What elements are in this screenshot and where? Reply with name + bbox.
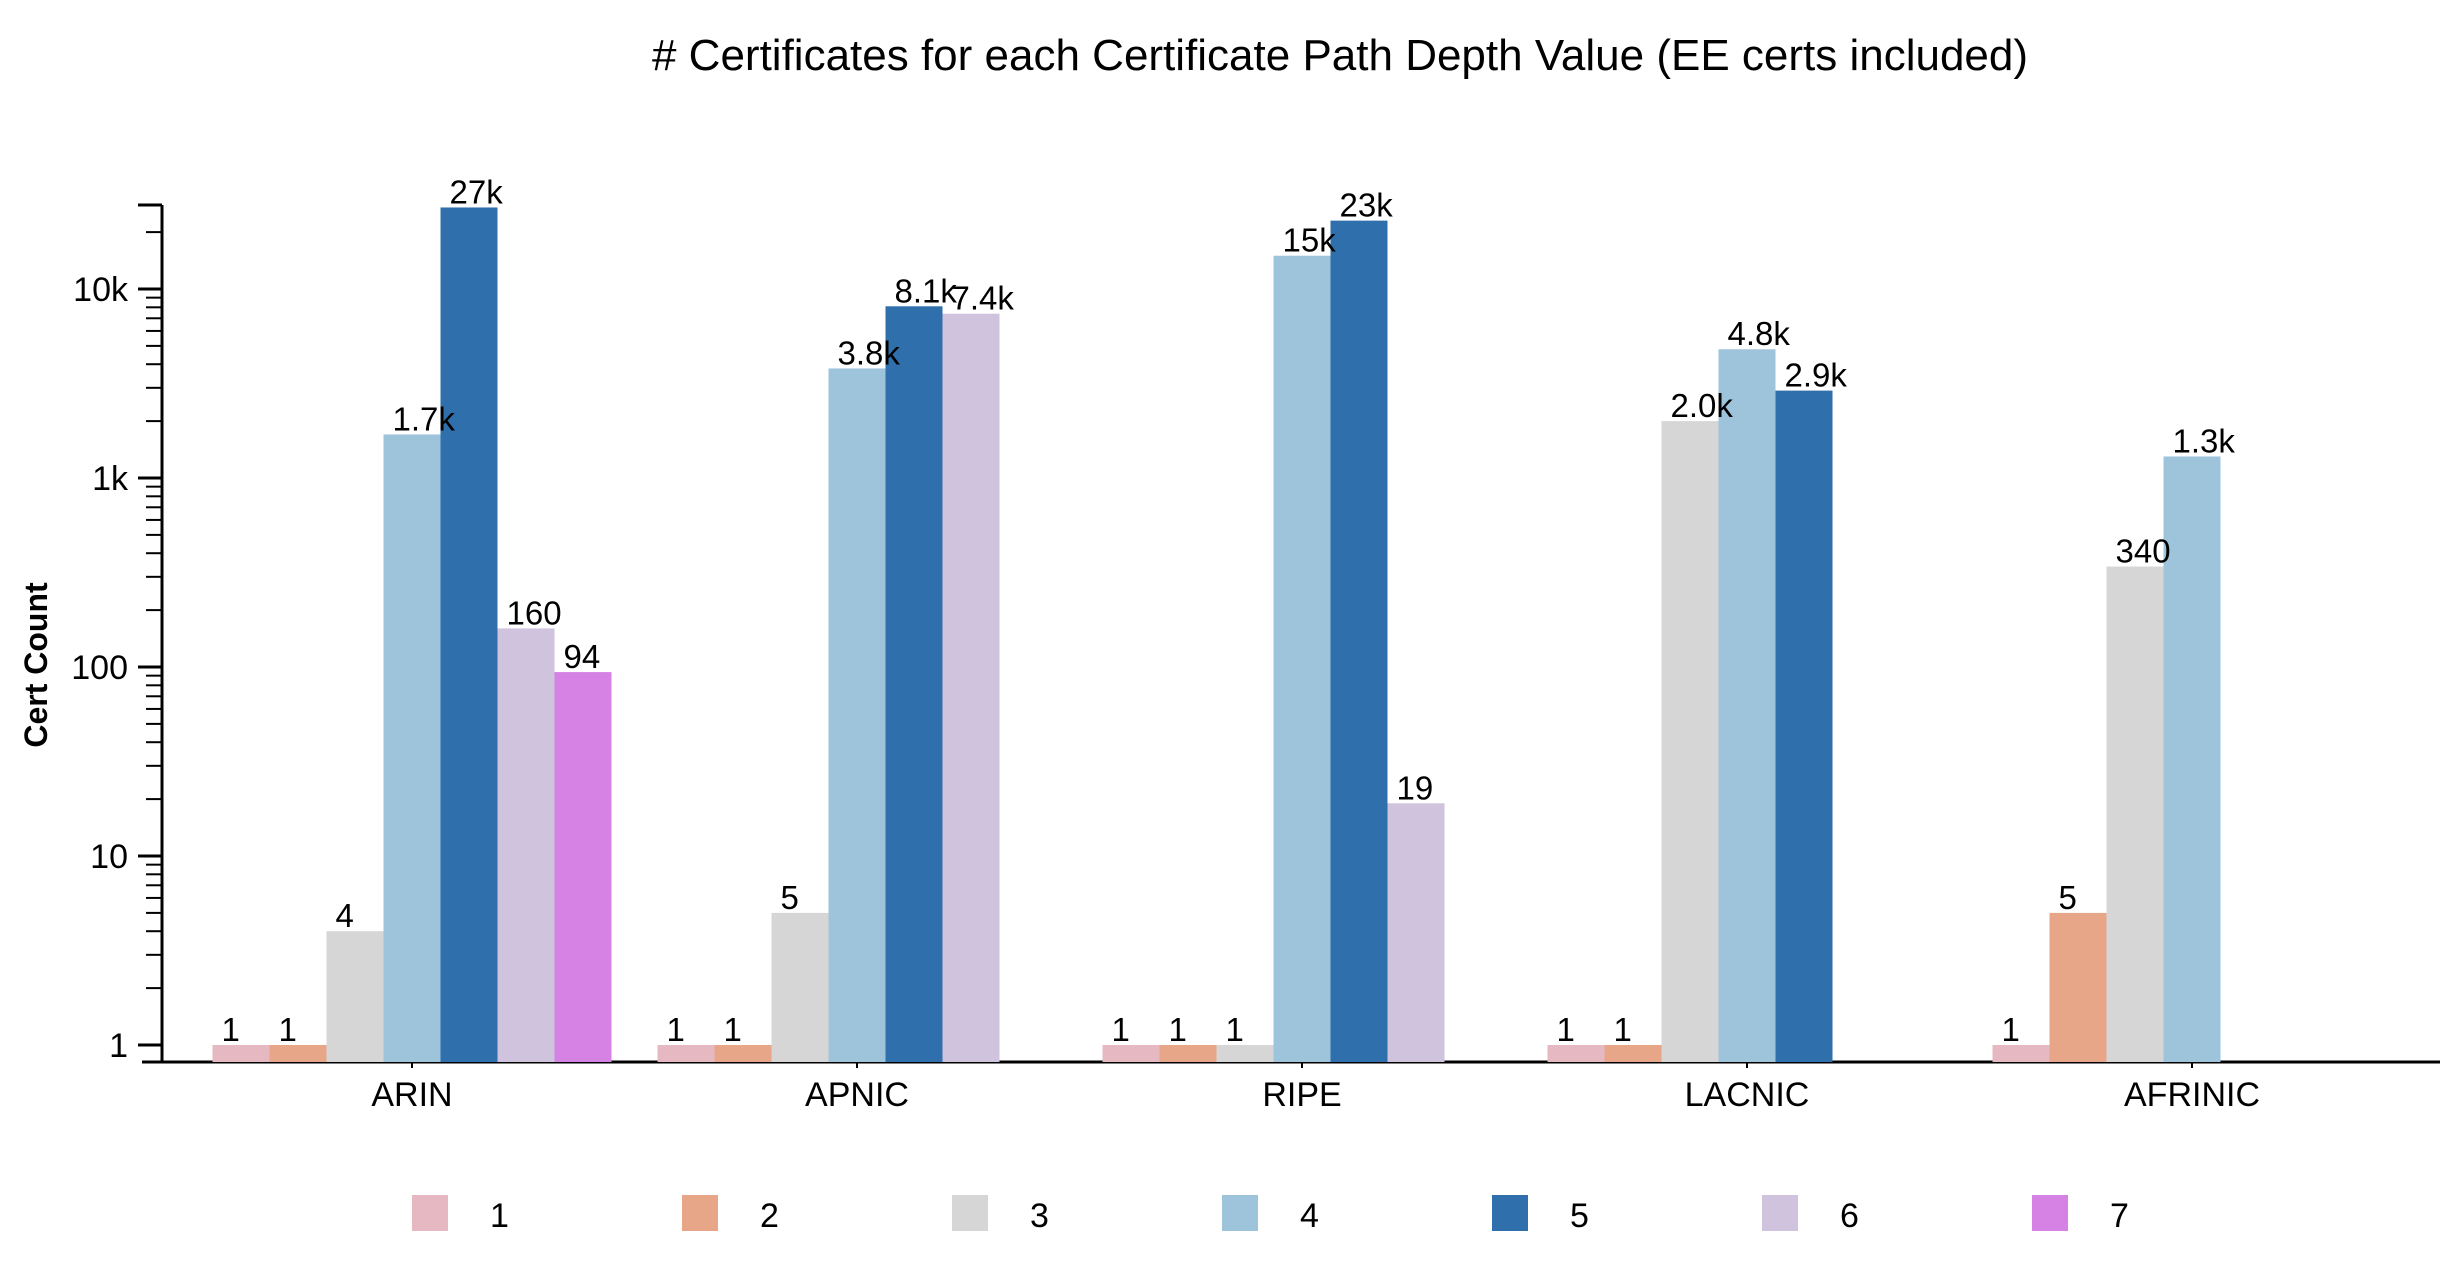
data-label: 5 xyxy=(781,879,799,916)
data-label: 1.3k xyxy=(2173,422,2236,459)
bar-apnic-series-6 xyxy=(942,313,1000,1062)
x-tick-label: AFRINIC xyxy=(2124,1076,2260,1114)
y-tick-label: 1k xyxy=(92,460,129,498)
bar-afrinic-series-2 xyxy=(2049,912,2107,1062)
legend-swatch xyxy=(1492,1195,1528,1231)
legend-item-2[interactable]: 2 xyxy=(682,1195,779,1235)
legend-label: 4 xyxy=(1300,1197,1319,1235)
legend-label: 1 xyxy=(490,1197,509,1235)
x-tick-label: ARIN xyxy=(371,1076,452,1114)
legend-item-5[interactable]: 5 xyxy=(1492,1195,1589,1235)
legend-item-4[interactable]: 4 xyxy=(1222,1195,1319,1235)
bar-ripe-series-1 xyxy=(1102,1045,1160,1062)
chart-title: # Certificates for each Certificate Path… xyxy=(652,31,2028,80)
bar-arin-series-1 xyxy=(212,1045,270,1062)
x-tick-label: LACNIC xyxy=(1685,1076,1810,1114)
bar-apnic-series-3 xyxy=(771,912,829,1062)
bar-afrinic-series-1 xyxy=(1992,1045,2050,1062)
legend-item-6[interactable]: 6 xyxy=(1762,1195,1859,1235)
bar-apnic-series-4 xyxy=(828,368,886,1062)
bar-ripe-series-5 xyxy=(1330,220,1388,1063)
legend-label: 2 xyxy=(760,1197,779,1235)
bar-afrinic-series-4 xyxy=(2163,456,2221,1062)
data-label: 8.1k xyxy=(895,272,958,309)
y-tick-label: 1 xyxy=(109,1027,128,1065)
legend-item-3[interactable]: 3 xyxy=(952,1195,1049,1235)
legend: 1 2 3 4 5 6 7 xyxy=(412,1195,2129,1235)
data-label: 5 xyxy=(2059,879,2077,916)
data-label: 1 xyxy=(1557,1011,1575,1048)
data-label: 4.8k xyxy=(1728,315,1791,352)
data-label: 15k xyxy=(1283,222,1337,259)
data-label: 2.0k xyxy=(1671,387,1734,424)
legend-swatch xyxy=(412,1195,448,1231)
data-label: 1 xyxy=(1614,1011,1632,1048)
legend-swatch xyxy=(682,1195,718,1231)
bar-ripe-series-6 xyxy=(1387,803,1445,1062)
legend-swatch xyxy=(1762,1195,1798,1231)
y-axis-label: Cert Count xyxy=(18,582,54,748)
bar-lacnic-series-1 xyxy=(1547,1045,1605,1062)
legend-label: 6 xyxy=(1840,1197,1859,1235)
bar-arin-series-3 xyxy=(326,931,384,1062)
bar-arin-series-2 xyxy=(269,1045,327,1062)
data-label: 27k xyxy=(450,173,504,210)
bar-arin-series-7 xyxy=(554,672,612,1062)
legend-item-7[interactable]: 7 xyxy=(2032,1195,2129,1235)
data-label: 2.9k xyxy=(1785,357,1848,394)
data-label: 1 xyxy=(724,1011,742,1048)
bars xyxy=(212,207,2221,1063)
data-label: 1.7k xyxy=(393,400,456,437)
bar-lacnic-series-3 xyxy=(1661,421,1719,1062)
y-tick-label: 100 xyxy=(71,649,128,687)
bar-ripe-series-3 xyxy=(1216,1045,1274,1062)
legend-label: 3 xyxy=(1030,1197,1049,1235)
x-tick-label: APNIC xyxy=(805,1076,909,1114)
legend-swatch xyxy=(952,1195,988,1231)
legend-swatch xyxy=(1222,1195,1258,1231)
y-tick-label: 10k xyxy=(73,271,129,309)
data-label: 4 xyxy=(336,897,354,934)
data-label: 1 xyxy=(1112,1011,1130,1048)
data-label: 160 xyxy=(507,594,562,631)
data-label: 1 xyxy=(1169,1011,1187,1048)
bar-afrinic-series-3 xyxy=(2106,566,2164,1062)
data-label: 3.8k xyxy=(838,334,901,371)
data-label: 7.4k xyxy=(952,280,1015,317)
bar-ripe-series-4 xyxy=(1273,255,1331,1062)
bar-arin-series-4 xyxy=(383,434,441,1062)
data-label: 340 xyxy=(2116,533,2171,570)
bar-arin-series-6 xyxy=(497,628,555,1062)
bar-ripe-series-2 xyxy=(1159,1045,1217,1062)
data-label: 1 xyxy=(279,1011,297,1048)
legend-item-1[interactable]: 1 xyxy=(412,1195,509,1235)
bar-lacnic-series-4 xyxy=(1718,349,1776,1063)
legend-label: 7 xyxy=(2110,1197,2129,1235)
data-label: 94 xyxy=(564,638,601,675)
legend-swatch xyxy=(2032,1195,2068,1231)
data-label: 1 xyxy=(2002,1011,2020,1048)
data-label: 1 xyxy=(222,1011,240,1048)
bar-apnic-series-5 xyxy=(885,306,943,1062)
bar-lacnic-series-2 xyxy=(1604,1045,1662,1062)
data-label: 1 xyxy=(667,1011,685,1048)
bar-apnic-series-1 xyxy=(657,1045,715,1062)
x-tick-label: RIPE xyxy=(1262,1076,1341,1114)
y-tick-label: 10 xyxy=(90,838,128,876)
bar-apnic-series-2 xyxy=(714,1045,772,1062)
bar-lacnic-series-5 xyxy=(1775,390,1833,1062)
legend-label: 5 xyxy=(1570,1197,1589,1235)
data-label: 1 xyxy=(1226,1011,1244,1048)
data-label: 23k xyxy=(1340,187,1394,224)
data-label: 19 xyxy=(1397,769,1434,806)
bar-arin-series-5 xyxy=(440,207,498,1063)
